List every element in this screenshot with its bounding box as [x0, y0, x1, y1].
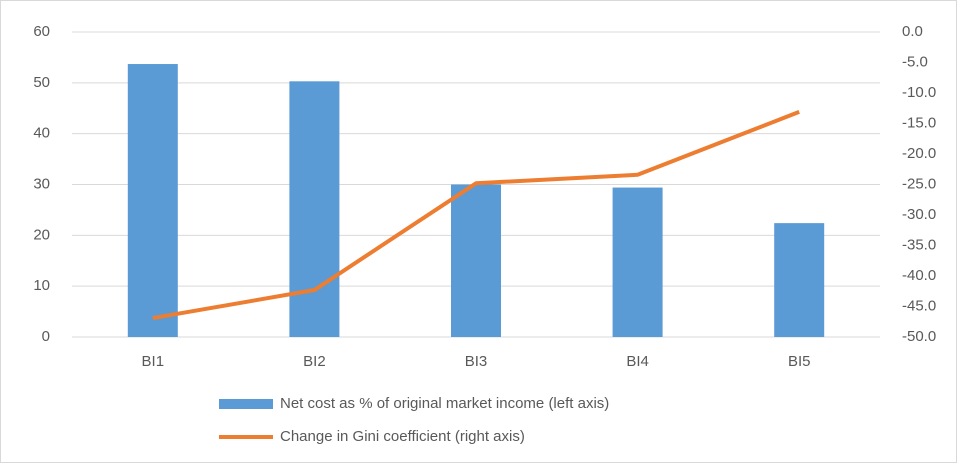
y2-tick-label: -35.0 [902, 236, 936, 253]
y2-tick-label: -5.0 [902, 53, 928, 70]
x-tick-label: BI4 [626, 353, 649, 370]
y2-tick-label: -45.0 [902, 297, 936, 314]
y2-tick-label: -10.0 [902, 84, 936, 101]
x-tick-label: BI1 [142, 353, 165, 370]
y-tick-label: 60 [33, 23, 50, 40]
y2-tick-label: -50.0 [902, 328, 936, 345]
bar [612, 187, 663, 337]
y2-tick-label: -25.0 [902, 175, 936, 192]
bar [127, 64, 178, 338]
y2-tick-label: 0.0 [902, 23, 923, 40]
y2-tick-label: -15.0 [902, 114, 936, 131]
y-tick-label: 20 [33, 226, 50, 243]
y-tick-label: 40 [33, 125, 50, 142]
x-tick-label: BI3 [465, 353, 488, 370]
legend-label: Change in Gini coefficient (right axis) [280, 428, 525, 445]
bar [774, 223, 825, 337]
y2-tick-label: -40.0 [902, 267, 936, 284]
bar [289, 81, 340, 337]
x-tick-label: BI2 [303, 353, 326, 370]
x-tick-label: BI5 [788, 353, 811, 370]
y-tick-label: 10 [33, 277, 50, 294]
legend-swatch [219, 399, 273, 409]
bar [451, 184, 501, 337]
line [152, 110, 800, 321]
y2-tick-label: -30.0 [902, 206, 936, 223]
y2-tick-label: -20.0 [902, 145, 936, 162]
y-tick-label: 50 [33, 74, 50, 91]
y-tick-label: 30 [33, 175, 50, 192]
legend-label: Net cost as % of original market income … [280, 395, 609, 412]
y-tick-label: 0 [42, 328, 50, 345]
